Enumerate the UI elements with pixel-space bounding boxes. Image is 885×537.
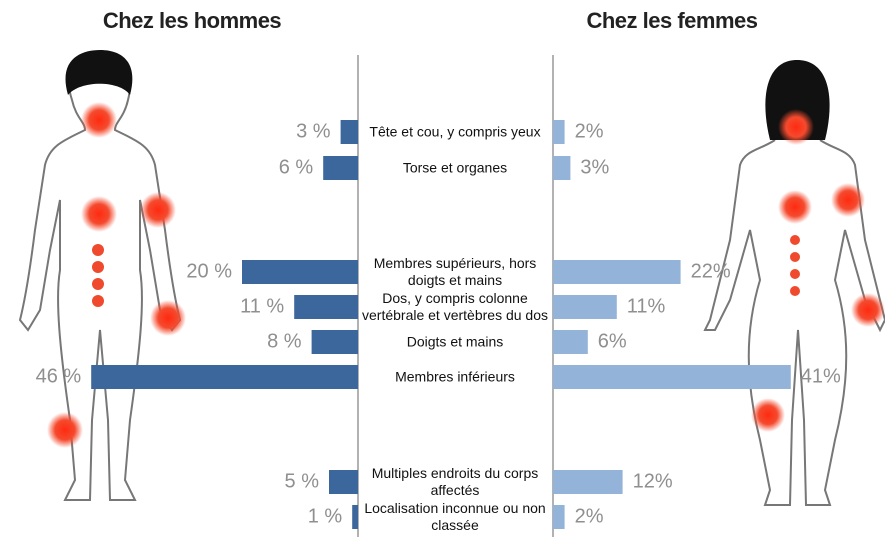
bar [553, 120, 565, 144]
bar [311, 330, 358, 354]
bar [329, 470, 358, 494]
value-label: 6 % [279, 156, 314, 178]
man-figure [18, 50, 182, 501]
bar [553, 156, 571, 180]
category-label: Tête et cou, y compris yeux [369, 123, 541, 140]
category-label: Multiples endroits du corps affectés [371, 465, 539, 498]
bar [553, 365, 791, 389]
value-label: 11 % [240, 295, 284, 317]
value-label: 1 % [308, 505, 343, 527]
bar [294, 295, 358, 319]
bar [553, 470, 623, 494]
bar [340, 120, 358, 144]
value-label: 3% [580, 156, 609, 178]
value-label: 41% [801, 365, 841, 387]
bar [553, 330, 588, 354]
value-label: 20 % [186, 260, 232, 282]
category-label: Dos, y compris colonne vertébrale et ver… [362, 290, 548, 323]
category-label: Membres inférieurs [395, 368, 515, 385]
value-label: 8 % [267, 330, 302, 352]
value-label: 2% [575, 505, 604, 527]
bar [553, 505, 565, 529]
chart-title: Chez les hommes [103, 8, 282, 33]
bar [553, 260, 681, 284]
category-label: Doigts et mains [406, 333, 504, 350]
bar [242, 260, 358, 284]
category-label: Torse et organes [402, 159, 508, 176]
bar [352, 505, 358, 529]
bar [323, 156, 358, 180]
value-label: 22% [691, 260, 731, 282]
bar [91, 365, 358, 389]
category-label: Membres supérieurs, hors doigts et mains [373, 255, 537, 288]
bar [553, 295, 617, 319]
value-label: 11% [627, 295, 666, 317]
category-label: Localisation inconnue ou non classée [364, 500, 546, 533]
value-label: 12% [633, 470, 673, 492]
chart-title: Chez les femmes [586, 8, 757, 33]
value-label: 5 % [285, 470, 320, 492]
pain-dots [47, 102, 885, 448]
value-label: 6% [598, 330, 627, 352]
value-label: 2% [575, 120, 604, 142]
value-label: 3 % [296, 120, 331, 142]
value-label: 46 % [36, 365, 82, 387]
